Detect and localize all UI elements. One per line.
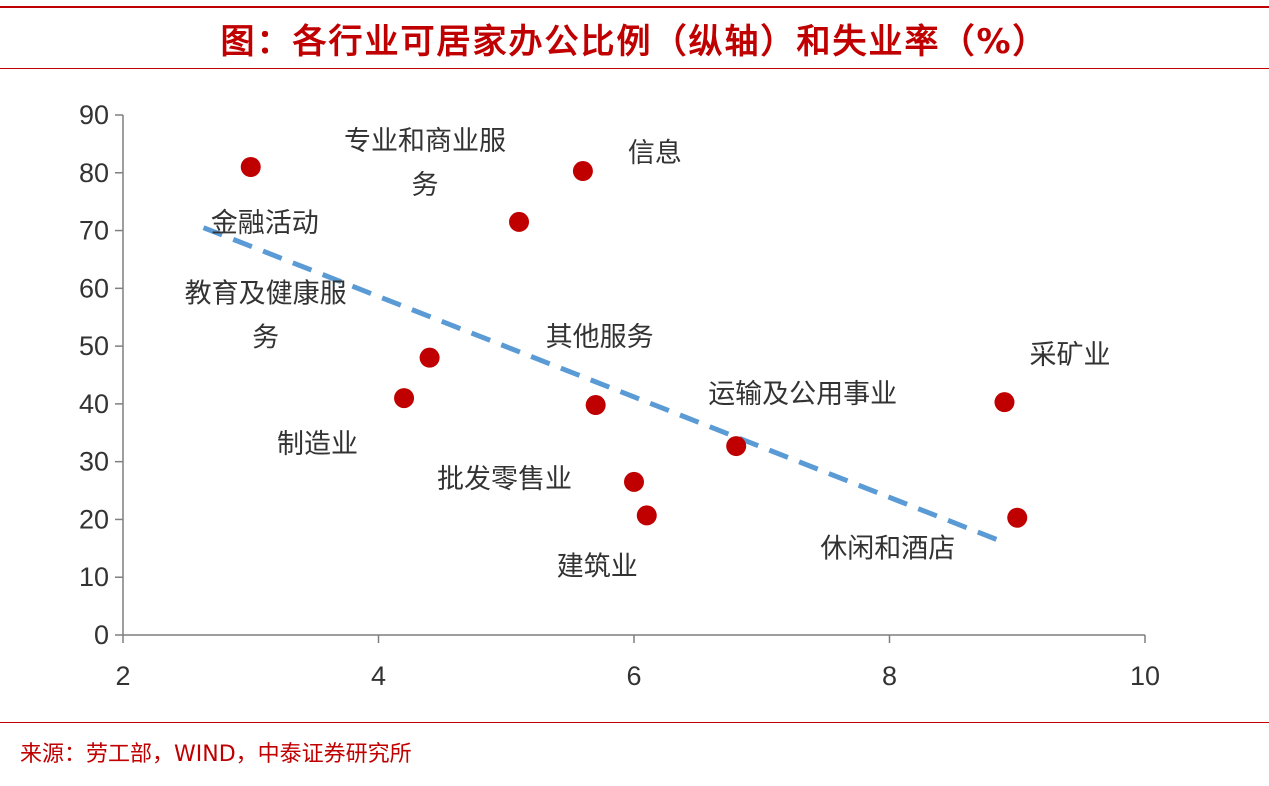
title-bar: 图：各行业可居家办公比例（纵轴）和失业率（%） <box>0 0 1269 70</box>
data-point <box>1007 507 1028 528</box>
data-point-label: 信息 <box>628 138 682 169</box>
x-tick-label: 4 <box>371 661 386 691</box>
trendline-group <box>202 225 1006 545</box>
y-tick-label: 20 <box>79 504 109 534</box>
source-note: 来源：劳工部，WIND，中泰证券研究所 <box>20 742 412 767</box>
data-point <box>726 436 747 457</box>
axes: 0 10 20 30 40 50 60 70 80 90 2 4 6 8 10 <box>79 100 1160 691</box>
trendline <box>202 225 1006 545</box>
data-point <box>509 211 530 232</box>
x-tick-label: 6 <box>626 661 641 691</box>
x-tick-label: 2 <box>115 661 130 691</box>
data-point-label: 制造业 <box>277 429 358 460</box>
data-point <box>585 395 606 416</box>
points-group <box>240 157 1028 528</box>
y-tick-label: 60 <box>79 273 109 303</box>
data-point <box>419 347 440 368</box>
data-point-label: 务 <box>252 323 279 354</box>
data-point-label: 批发零售业 <box>437 464 572 495</box>
y-tick-label: 30 <box>79 447 109 477</box>
y-tick-label: 90 <box>79 100 109 130</box>
data-point <box>624 471 644 492</box>
chart-title: 图：各行业可居家办公比例（纵轴）和失业率（%） <box>220 22 1049 62</box>
data-point-label: 运输及公用事业 <box>708 379 897 410</box>
data-point <box>636 505 657 526</box>
data-point-label: 其他服务 <box>546 322 654 353</box>
y-tick-label: 0 <box>94 620 109 650</box>
y-tick-label: 70 <box>79 216 109 246</box>
data-point-label: 教育及健康服 <box>185 279 347 310</box>
x-tick-label: 10 <box>1130 661 1160 691</box>
y-tick-label: 10 <box>79 562 109 592</box>
title-bottom-rule <box>0 68 1269 69</box>
y-tick-label: 80 <box>79 158 109 188</box>
data-point <box>572 161 593 182</box>
data-point-label: 金融活动 <box>211 208 319 239</box>
title-top-rule <box>0 6 1269 8</box>
data-point-label: 专业和商业服 <box>344 126 506 157</box>
y-tick-label: 40 <box>79 389 109 419</box>
data-point <box>240 157 261 177</box>
y-tick-label: 50 <box>79 331 109 361</box>
data-point-label: 采矿业 <box>1029 340 1110 371</box>
data-point <box>994 392 1015 413</box>
footer-rule <box>0 722 1269 723</box>
data-point-label: 建筑业 <box>557 551 638 582</box>
data-point-label: 休闲和酒店 <box>820 534 955 565</box>
x-tick-label: 8 <box>882 661 897 691</box>
point-labels-group: 金融活动专业和商业服务信息教育及健康服务制造业其他服务批发零售业建筑业运输及公用… <box>185 126 1111 583</box>
data-point-label: 务 <box>412 170 439 201</box>
data-point <box>394 388 415 409</box>
